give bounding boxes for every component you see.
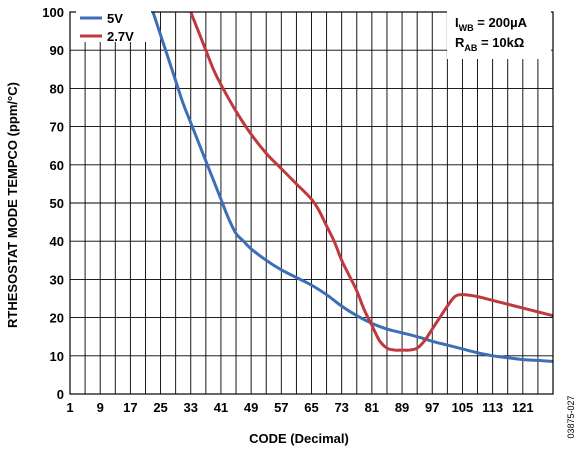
annotation-rab: RAB = 10kΩ	[455, 35, 524, 53]
legend-label-2-7v: 2.7V	[107, 29, 134, 44]
y-tick-label: 0	[57, 387, 64, 402]
x-tick-label: 57	[274, 400, 288, 415]
x-tick-label: 41	[214, 400, 228, 415]
x-tick-label: 73	[334, 400, 348, 415]
x-tick-label: 17	[123, 400, 137, 415]
series-lines	[151, 12, 553, 364]
y-tick-label: 50	[50, 196, 64, 211]
y-tick-label: 60	[50, 158, 64, 173]
x-tick-label: 9	[97, 400, 104, 415]
x-tick-label: 25	[153, 400, 167, 415]
series-line-2-7v	[189, 12, 553, 352]
y-tick-label: 40	[50, 234, 64, 249]
figure-id: 03875-027	[566, 395, 576, 438]
y-tick-label: 20	[50, 311, 64, 326]
x-tick-label: 97	[425, 400, 439, 415]
plot-frame	[69, 11, 554, 395]
y-tick-label: 10	[50, 349, 64, 364]
legend: 5V 2.7V	[76, 7, 151, 44]
annotation-iwb: IWB = 200µA	[455, 15, 528, 33]
x-tick-label: 1	[66, 400, 73, 415]
y-tick-label: 30	[50, 272, 64, 287]
y-tick-label: 90	[50, 43, 64, 58]
x-tick-label: 65	[304, 400, 318, 415]
x-tick-label: 105	[452, 400, 474, 415]
x-axis-title: CODE (Decimal)	[249, 431, 349, 446]
series-line-5v	[151, 12, 553, 364]
grid	[70, 12, 553, 394]
annotation-box	[447, 9, 551, 59]
y-tick-label: 70	[50, 120, 64, 135]
x-tick-label: 89	[395, 400, 409, 415]
x-tick-label: 121	[512, 400, 534, 415]
y-tick-label: 100	[42, 5, 64, 20]
y-tick-label: 80	[50, 81, 64, 96]
x-tick-label: 49	[244, 400, 258, 415]
conditions-annotation: IWB = 200µA RAB = 10kΩ	[447, 9, 551, 59]
tick-labels: 1 9 17 25 33 41 49 57 65 73 81 89 97 105 113 121 0 10 20 30…	[42, 5, 533, 415]
x-tick-label: 33	[184, 400, 198, 415]
y-axis-title: RTHESOSTAT MODE TEMPCO (ppm/°C)	[5, 82, 20, 328]
x-tick-label: 113	[482, 400, 503, 415]
legend-label-5v: 5V	[107, 11, 123, 26]
x-tick-label: 81	[365, 400, 379, 415]
